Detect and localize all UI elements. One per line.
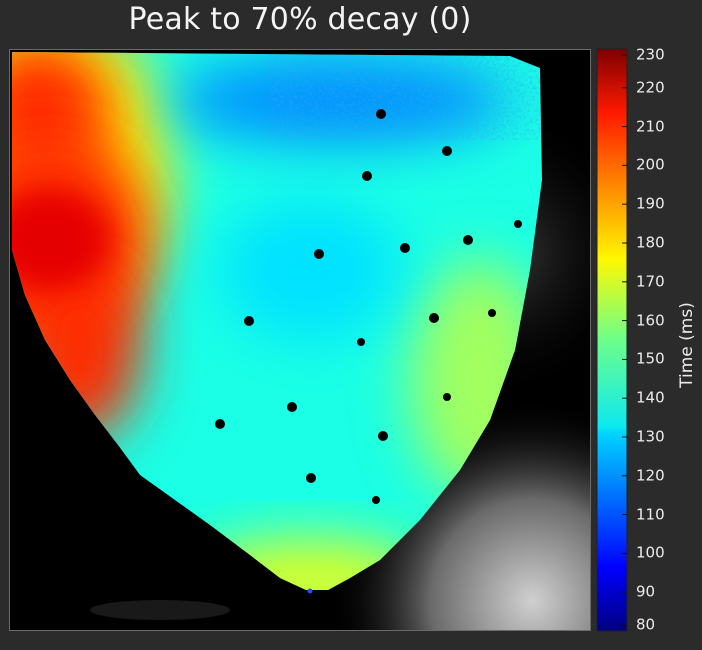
heat-region [220, 200, 400, 340]
tissue-marker [378, 431, 388, 441]
colorbar-tick-label: 80 [636, 615, 656, 634]
heat-noise [270, 52, 542, 140]
colorbar-tick-label: 220 [636, 78, 665, 97]
colorbar-tick-label: 160 [636, 311, 665, 330]
tissue-marker [215, 419, 225, 429]
colorbar-gradient [596, 48, 628, 632]
tissue-marker [306, 473, 316, 483]
tissue-marker [244, 316, 254, 326]
tissue-marker [443, 393, 451, 401]
tissue-markers [215, 109, 522, 594]
tissue-marker [287, 402, 297, 412]
heatmap-plot [10, 50, 590, 630]
colorbar-tick-label: 190 [636, 194, 665, 213]
tissue-marker [314, 249, 324, 259]
tissue-marker [442, 146, 452, 156]
colorbar-tick-label: 130 [636, 427, 665, 446]
colorbar-scale [596, 48, 628, 632]
colorbar-tick-label: 170 [636, 272, 665, 291]
colorbar-tick-label: 210 [636, 117, 665, 136]
colorbar-tick-label: 100 [636, 543, 665, 562]
tissue-marker [376, 109, 386, 119]
colorbar-tick-label: 180 [636, 233, 665, 252]
colorbar-tick-label: 200 [636, 155, 665, 174]
heatmap-panel [9, 49, 591, 631]
tissue-marker [400, 243, 410, 253]
colorbar-tick-label: 150 [636, 349, 665, 368]
tissue-marker [514, 220, 522, 228]
heat-region [12, 190, 110, 290]
colorbar-tick-label: 90 [636, 582, 656, 601]
chart-title: Peak to 70% decay (0) [128, 2, 472, 37]
colorbar-tick-label: 120 [636, 466, 665, 485]
colorbar-tick-label: 110 [636, 505, 665, 524]
colorbar: 230 220 210 200 190 180 170 160 150 140 130 120 110 1… [596, 47, 702, 633]
colorbar-label: Time (ms) [677, 302, 697, 388]
tissue-marker [362, 171, 372, 181]
tissue-marker [488, 309, 496, 317]
tissue-marker [463, 235, 473, 245]
colorbar-tick-label: 140 [636, 388, 665, 407]
apex-speck [307, 588, 313, 594]
tissue-marker [372, 496, 380, 504]
tissue-marker [429, 313, 439, 323]
tissue-marker [357, 338, 365, 346]
colorbar-tick-label: 230 [636, 45, 665, 64]
